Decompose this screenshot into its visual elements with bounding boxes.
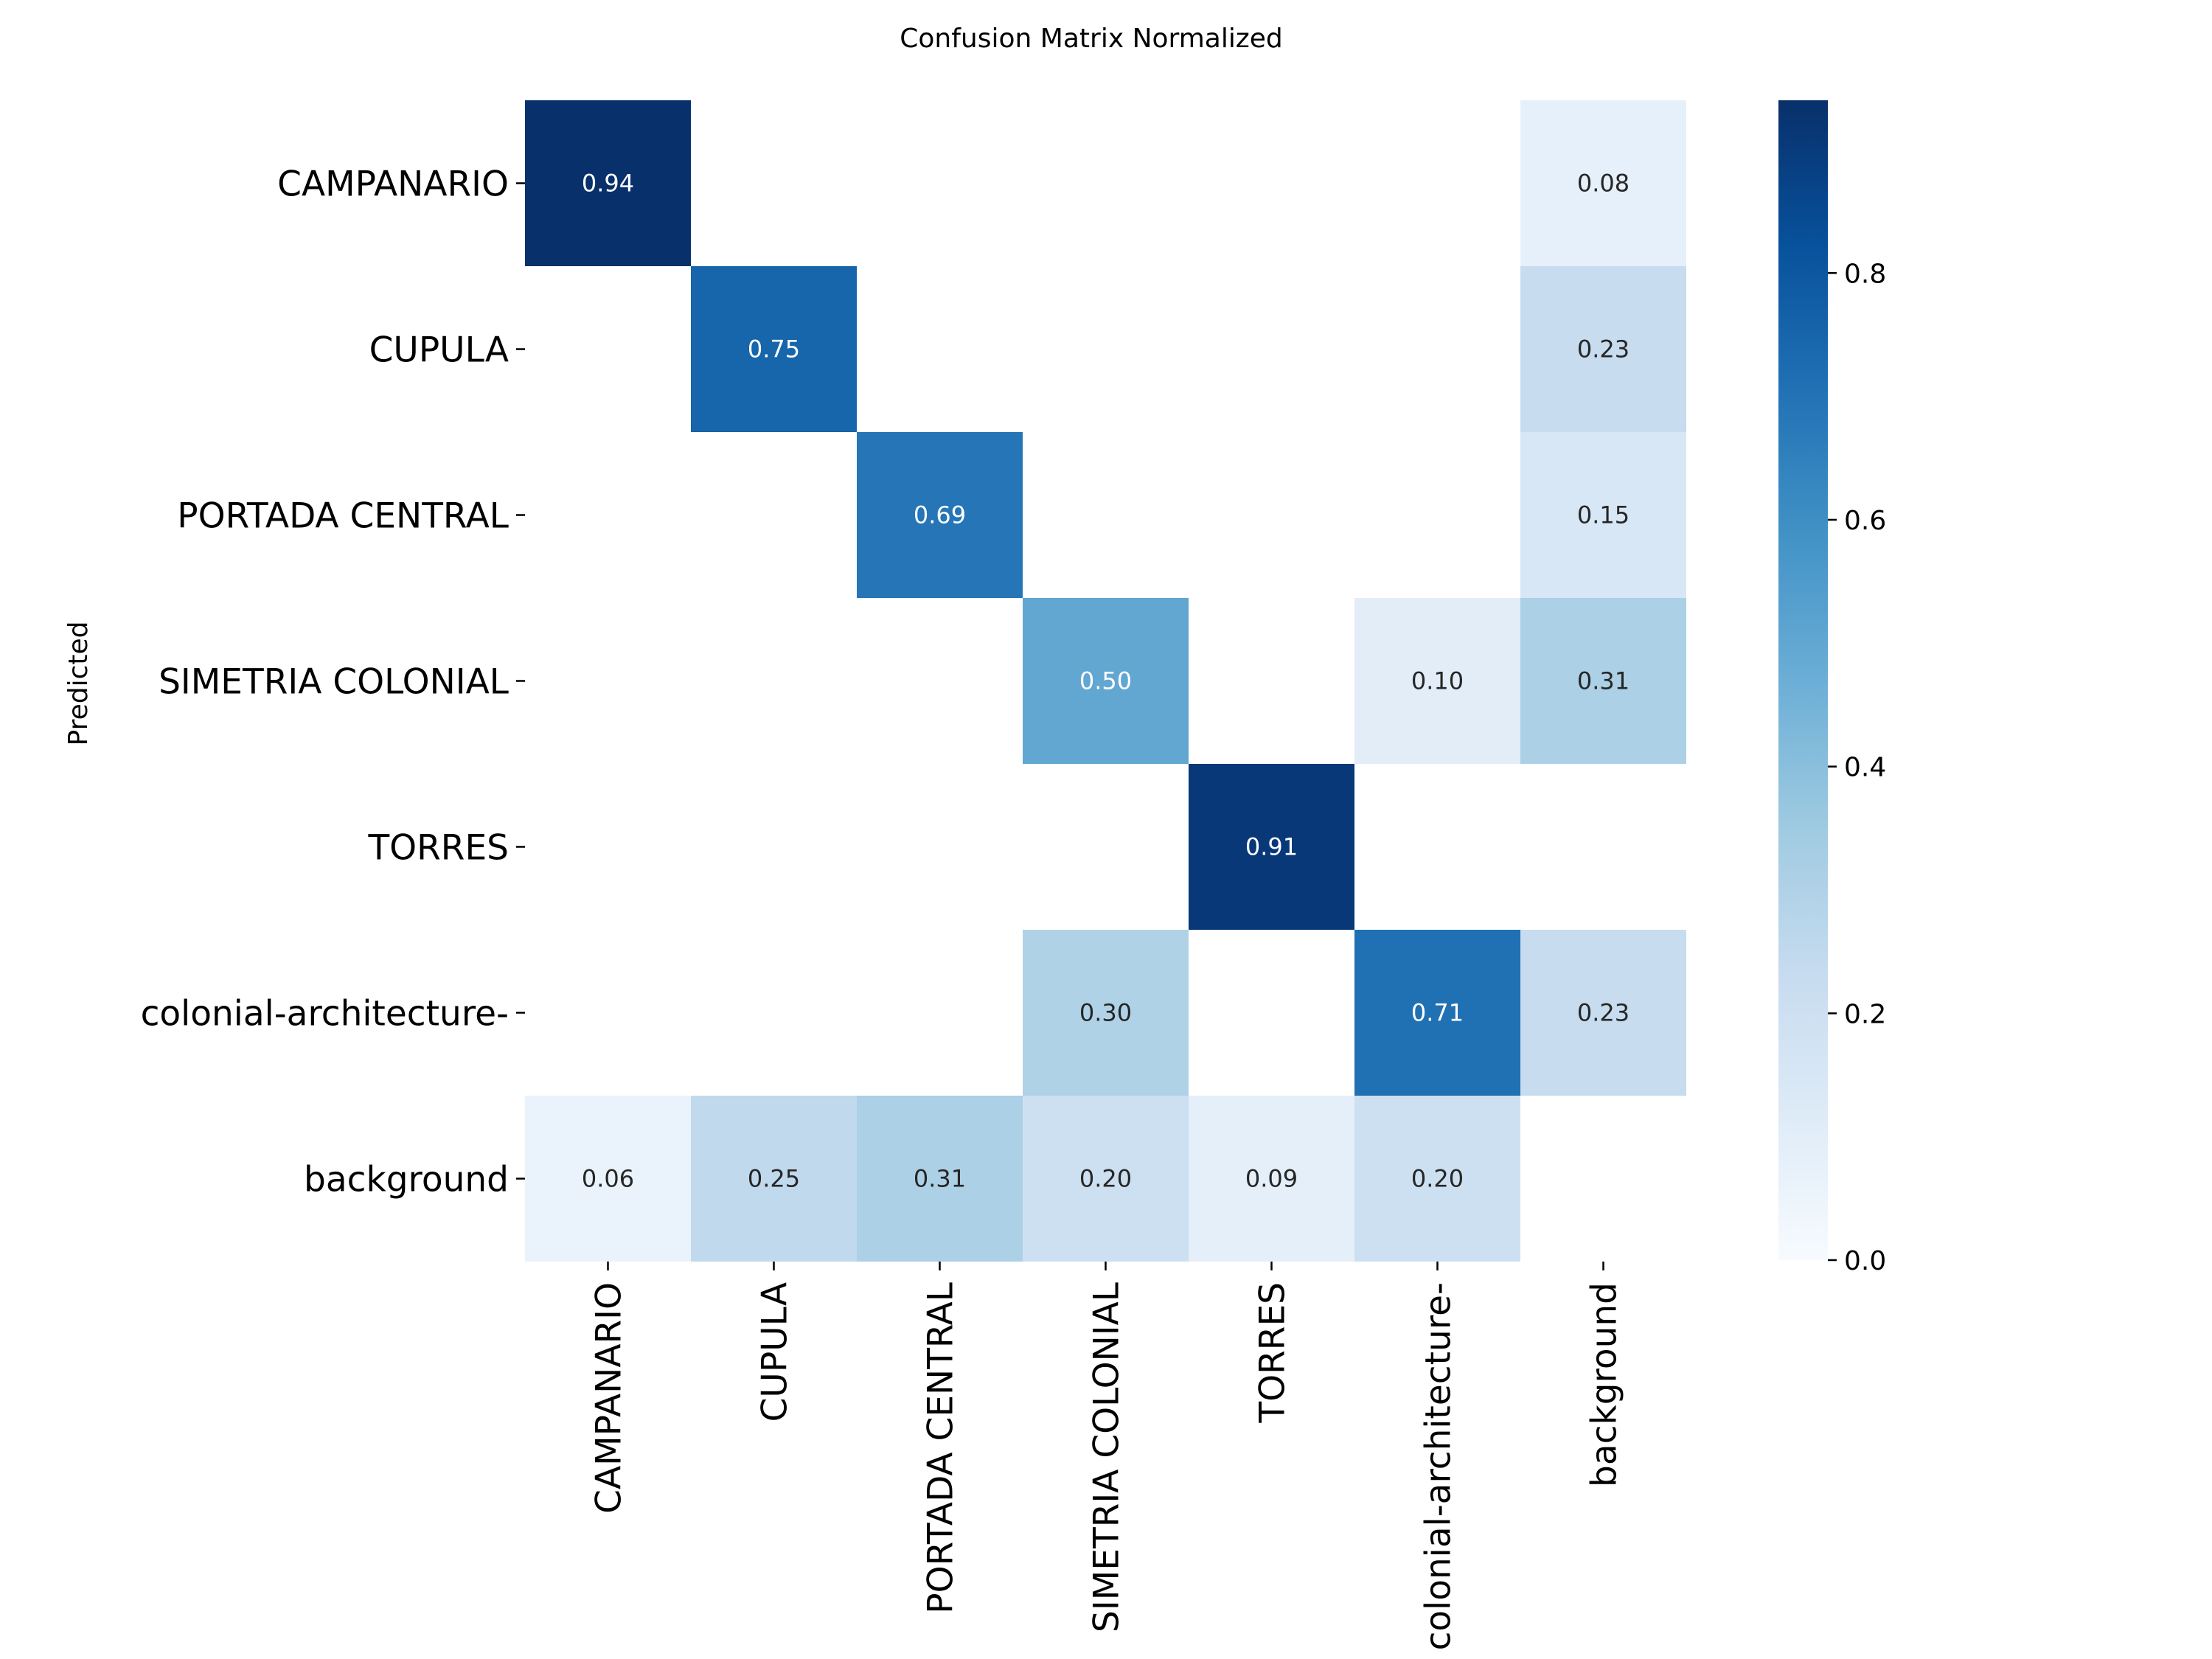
heatmap-cell (1189, 764, 1354, 930)
cell-value-label: 0.25 (748, 1165, 800, 1193)
heatmap-cells: 0.94 0.08 0.75 0.23 0.69 0.15 0.50 0.10 0.31 0.91… (525, 100, 1686, 1262)
colorbar-tick-label: 0.8 (1844, 259, 1886, 289)
y-tick-label: TORRES (367, 828, 509, 869)
cell-value-label: 0.91 (1245, 833, 1298, 861)
heatmap-cell (857, 432, 1023, 598)
heatmap-cell (525, 100, 691, 266)
x-tick-label: TORRES (1253, 1282, 1293, 1424)
heatmap-cell (1520, 100, 1686, 266)
x-tick-label: SIMETRIA COLONIAL (1087, 1282, 1127, 1632)
y-tick-label: CAMPANARIO (277, 164, 509, 205)
x-tick-label: colonial-architecture- (1419, 1282, 1459, 1650)
cell-value-label: 0.06 (582, 1165, 634, 1193)
y-tick-label: background (304, 1160, 509, 1200)
cell-value-label: 0.31 (1577, 667, 1630, 695)
heatmap-cell (1520, 432, 1686, 598)
colorbar-tick-label: 0.4 (1844, 753, 1886, 783)
heatmap-cell (1354, 1096, 1520, 1262)
cell-value-label: 0.30 (1079, 999, 1132, 1027)
heatmap-cell (1520, 266, 1686, 432)
x-tick-label: CUPULA (755, 1282, 796, 1422)
colorbar-gradient (1778, 100, 1828, 1260)
cell-value-label: 0.31 (914, 1165, 966, 1193)
heatmap-cell (1520, 598, 1686, 764)
heatmap-cell (1023, 930, 1189, 1096)
y-tick-label: colonial-architecture- (141, 994, 509, 1034)
y-tick-label: CUPULA (369, 330, 509, 371)
heatmap-cell (691, 266, 857, 432)
cell-value-label: 0.09 (1245, 1165, 1298, 1193)
heatmap-cell (1023, 1096, 1189, 1262)
heatmap-cell (691, 1096, 857, 1262)
cell-value-label: 0.10 (1411, 667, 1464, 695)
cell-value-label: 0.20 (1079, 1165, 1132, 1193)
cell-value-label: 0.08 (1577, 170, 1630, 198)
cell-value-label: 0.23 (1577, 999, 1630, 1027)
cell-value-label: 0.15 (1577, 501, 1630, 529)
heatmap-cell (857, 1096, 1023, 1262)
heatmap-cell (1354, 930, 1520, 1096)
x-tick-label: PORTADA CENTRAL (921, 1282, 961, 1614)
heatmap-cell (525, 1096, 691, 1262)
cell-value-label: 0.71 (1411, 999, 1464, 1027)
heatmap-cell (1520, 930, 1686, 1096)
colorbar-tick-label: 0.6 (1844, 506, 1886, 536)
y-tick-label: SIMETRIA COLONIAL (159, 662, 509, 703)
heatmap-cell (1023, 598, 1189, 764)
x-tick-label: CAMPANARIO (589, 1282, 630, 1514)
heatmap-cell (1189, 1096, 1354, 1262)
colorbar-tick-label: 0.2 (1844, 999, 1886, 1029)
cell-value-label: 0.69 (914, 501, 966, 529)
axis-ticks: CAMPANARIO CUPULA PORTADA CENTRAL SIMETRIA … (141, 164, 1625, 1651)
x-tick-label: background (1585, 1282, 1625, 1487)
cell-value-label: 0.20 (1411, 1165, 1464, 1193)
cell-value-label: 0.23 (1577, 335, 1630, 364)
colorbar: 0.0 0.2 0.4 0.6 0.8 (1778, 100, 1886, 1276)
chart-title: Confusion Matrix Normalized (900, 24, 1282, 54)
y-axis-label: Predicted (63, 622, 94, 746)
cell-value-label: 0.50 (1079, 667, 1132, 695)
cell-value-label: 0.75 (748, 335, 800, 364)
y-tick-label: PORTADA CENTRAL (177, 496, 509, 537)
colorbar-tick-label: 0.0 (1844, 1246, 1886, 1276)
heatmap-cell (1354, 598, 1520, 764)
cell-value-label: 0.94 (582, 170, 634, 198)
